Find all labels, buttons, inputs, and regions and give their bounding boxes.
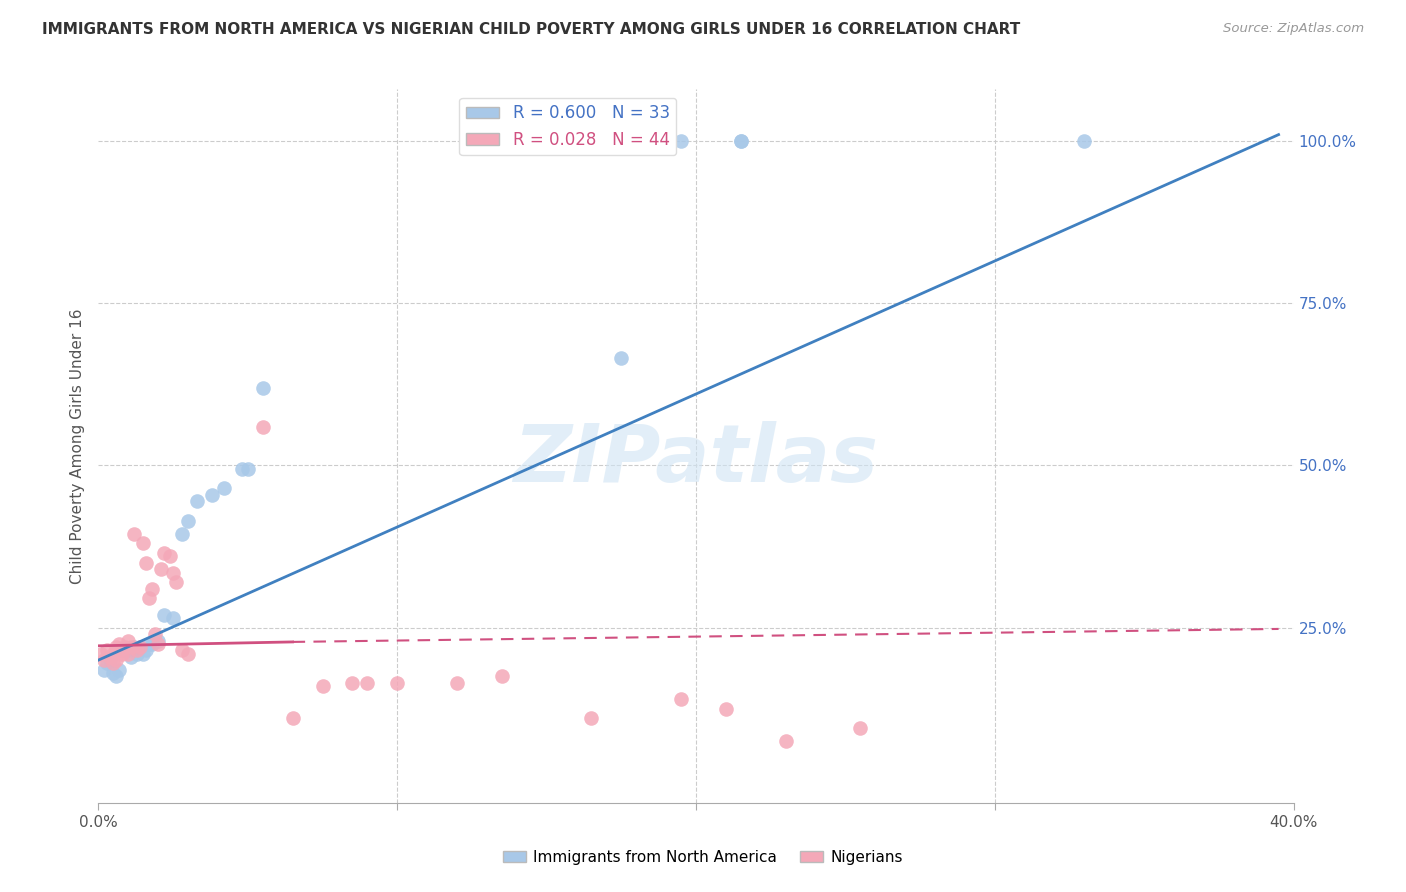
Nigerians	[162, 566, 184, 580]
Nigerians	[103, 657, 125, 671]
Nigerians	[114, 640, 136, 654]
Nigerians	[108, 637, 131, 651]
Immigrants from North America	[177, 514, 200, 528]
Nigerians	[669, 692, 692, 706]
Nigerians	[159, 549, 181, 564]
Immigrants from North America	[610, 351, 633, 366]
Immigrants from North America	[124, 640, 146, 654]
Immigrants from North America	[730, 134, 752, 148]
Nigerians	[141, 582, 163, 596]
Nigerians	[108, 643, 131, 657]
Immigrants from North America	[135, 643, 157, 657]
Nigerians	[103, 647, 125, 661]
Legend: R = 0.600   N = 33, R = 0.028   N = 44: R = 0.600 N = 33, R = 0.028 N = 44	[460, 97, 676, 155]
Immigrants from North America	[132, 647, 155, 661]
Nigerians	[491, 669, 513, 683]
Immigrants from North America	[1073, 134, 1095, 148]
Y-axis label: Child Poverty Among Girls Under 16: Child Poverty Among Girls Under 16	[69, 309, 84, 583]
Nigerians	[143, 627, 166, 641]
Immigrants from North America	[117, 643, 139, 657]
Nigerians	[129, 640, 152, 654]
Immigrants from North America	[148, 633, 170, 648]
Immigrants from North America	[127, 647, 149, 661]
Nigerians	[356, 675, 378, 690]
Immigrants from North America	[114, 643, 136, 657]
Immigrants from North America	[108, 663, 131, 677]
Nigerians	[385, 675, 409, 690]
Nigerians	[105, 653, 128, 667]
Immigrants from North America	[129, 640, 152, 654]
Nigerians	[177, 647, 200, 661]
Text: IMMIGRANTS FROM NORTH AMERICA VS NIGERIAN CHILD POVERTY AMONG GIRLS UNDER 16 COR: IMMIGRANTS FROM NORTH AMERICA VS NIGERIA…	[42, 22, 1021, 37]
Nigerians	[311, 679, 333, 693]
Nigerians	[446, 675, 468, 690]
Nigerians	[150, 562, 173, 576]
Nigerians	[135, 556, 157, 570]
Immigrants from North America	[96, 657, 118, 671]
Nigerians	[581, 711, 603, 725]
Nigerians	[252, 419, 274, 434]
Nigerians	[124, 526, 146, 541]
Text: Source: ZipAtlas.com: Source: ZipAtlas.com	[1223, 22, 1364, 36]
Nigerians	[127, 643, 149, 657]
Immigrants from North America	[186, 494, 208, 508]
Immigrants from North America	[212, 481, 235, 495]
Immigrants from North America	[172, 526, 194, 541]
Text: ZIPatlas: ZIPatlas	[513, 421, 879, 500]
Immigrants from North America	[98, 653, 122, 667]
Immigrants from North America	[236, 461, 259, 475]
Nigerians	[714, 702, 737, 716]
Immigrants from North America	[138, 637, 160, 651]
Nigerians	[153, 546, 176, 560]
Nigerians	[172, 643, 194, 657]
Nigerians	[90, 647, 112, 661]
Nigerians	[105, 640, 128, 654]
Nigerians	[148, 637, 170, 651]
Immigrants from North America	[669, 134, 692, 148]
Immigrants from North America	[105, 669, 128, 683]
Immigrants from North America	[120, 649, 142, 664]
Immigrants from North America	[162, 611, 184, 625]
Nigerians	[849, 721, 872, 735]
Legend: Immigrants from North America, Nigerians: Immigrants from North America, Nigerians	[496, 844, 910, 871]
Nigerians	[132, 536, 155, 550]
Nigerians	[165, 575, 187, 590]
Nigerians	[117, 633, 139, 648]
Nigerians	[775, 734, 797, 748]
Immigrants from North America	[730, 134, 752, 148]
Immigrants from North America	[93, 663, 115, 677]
Immigrants from North America	[201, 488, 224, 502]
Immigrants from North America	[111, 643, 134, 657]
Nigerians	[281, 711, 304, 725]
Nigerians	[342, 675, 364, 690]
Nigerians	[117, 647, 139, 661]
Immigrants from North America	[231, 461, 253, 475]
Nigerians	[93, 653, 115, 667]
Immigrants from North America	[103, 666, 125, 681]
Immigrants from North America	[252, 381, 274, 395]
Immigrants from North America	[141, 637, 163, 651]
Nigerians	[111, 647, 134, 661]
Nigerians	[98, 649, 122, 664]
Nigerians	[120, 640, 142, 654]
Immigrants from North America	[153, 607, 176, 622]
Nigerians	[138, 591, 160, 606]
Nigerians	[96, 643, 118, 657]
